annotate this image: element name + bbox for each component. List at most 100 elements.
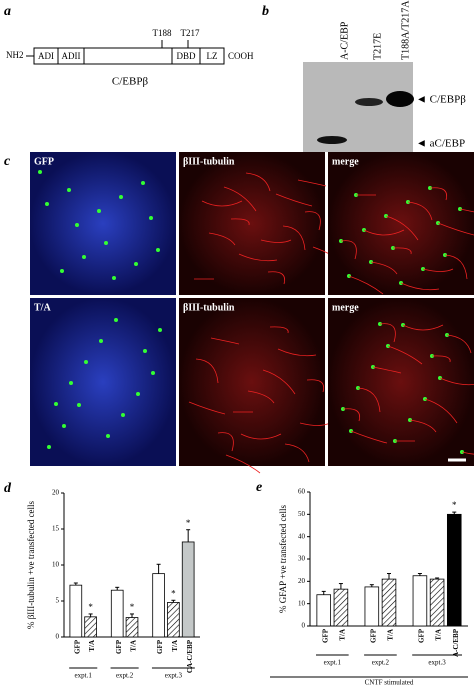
- neurite: [461, 451, 474, 455]
- cell: [158, 328, 162, 332]
- micrograph: [179, 152, 325, 295]
- panel-label: b: [262, 4, 269, 19]
- bar: [110, 589, 124, 638]
- lane-label: T217E: [372, 33, 383, 60]
- significance: *: [186, 518, 191, 528]
- site-label: T217: [181, 28, 200, 38]
- cell: [47, 445, 51, 449]
- neurite: [348, 275, 384, 295]
- micrograph: [30, 152, 176, 295]
- micrograph: [328, 152, 474, 295]
- y-tick-label: 30: [298, 555, 306, 563]
- neurite: [340, 240, 357, 260]
- x-tick-label: GFP: [321, 628, 329, 643]
- x-tick-label: GFP: [369, 628, 377, 643]
- cell: [143, 349, 147, 353]
- neurite: [282, 225, 306, 251]
- significance: *: [130, 602, 135, 612]
- lane-label: T188A/T217A: [400, 0, 411, 60]
- neurite: [342, 408, 361, 422]
- cell: [112, 276, 116, 280]
- panel-label: a: [4, 4, 11, 19]
- group-label: expt.1: [324, 659, 342, 667]
- cell: [38, 170, 42, 174]
- image-label: T/A: [34, 302, 51, 313]
- x-tick-label: A-C/EBP: [452, 628, 460, 657]
- image-label: βIII-tubulin: [183, 156, 235, 167]
- y-tick-label: 0: [302, 622, 306, 630]
- cell: [114, 318, 118, 322]
- neurite: [439, 377, 474, 386]
- panel-label: d: [4, 481, 12, 496]
- cell: [106, 434, 110, 438]
- cell: [141, 181, 145, 185]
- neurite: [350, 430, 388, 444]
- neurite: [297, 179, 327, 187]
- neurite: [284, 443, 310, 463]
- bar: [381, 578, 397, 627]
- bar: [69, 584, 83, 638]
- neurite: [201, 200, 243, 207]
- neurite: [245, 172, 271, 192]
- y-axis-label: % GFAP +ve transfected cells: [278, 504, 288, 613]
- x-tick-label: GFP: [115, 639, 123, 654]
- neurite: [275, 193, 313, 207]
- cell: [62, 424, 66, 428]
- group-label: expt.2: [116, 672, 134, 680]
- neurite: [195, 358, 219, 384]
- x-tick-label: T/A: [88, 640, 96, 652]
- micrographs: GFP βIII-tubulin merge T/A βIII-tubulin merge: [30, 152, 474, 474]
- bar: [125, 617, 139, 638]
- neurite: [400, 282, 440, 291]
- bar: [181, 541, 195, 638]
- band-label: ◄ C/EBPβ: [416, 94, 466, 106]
- neurite: [188, 401, 226, 415]
- y-tick-label: 60: [298, 488, 306, 496]
- y-tick-label: 20: [298, 577, 306, 585]
- x-tick-label: GFP: [73, 639, 81, 654]
- neurite: [444, 254, 468, 280]
- domain-label: LZ: [207, 51, 218, 61]
- neurite: [385, 215, 419, 241]
- band: [355, 98, 383, 106]
- cell: [156, 248, 160, 252]
- panel-label: e: [256, 480, 262, 495]
- y-axis-label: % βIII-tubulin +ve transfected cells: [26, 500, 36, 629]
- x-tick-label: T/A: [435, 629, 443, 641]
- image-label: βIII-tubulin: [183, 302, 235, 313]
- cell: [119, 195, 123, 199]
- site-label: T188: [153, 28, 172, 38]
- x-tick-label: T/A: [171, 640, 179, 652]
- y-tick-label: 50: [298, 510, 306, 518]
- y-tick-label: 15: [52, 525, 60, 533]
- bar: [364, 586, 380, 627]
- neurite: [392, 247, 412, 255]
- cell: [104, 241, 108, 245]
- bar: [167, 602, 180, 638]
- footer: CNTF stimulated: [365, 679, 414, 686]
- neurite: [357, 387, 381, 413]
- cell: [151, 371, 155, 375]
- neurite: [429, 187, 448, 201]
- cell: [121, 413, 125, 417]
- group-label: expt.2: [372, 659, 390, 667]
- cell: [69, 381, 73, 385]
- y-tick-label: 10: [52, 561, 60, 569]
- bar: [333, 588, 349, 627]
- band: [386, 91, 414, 107]
- cell: [67, 188, 71, 192]
- domain: [57, 47, 85, 65]
- neurite: [387, 345, 423, 365]
- bar: [446, 513, 462, 627]
- significance: *: [452, 500, 457, 510]
- c-term: COOH: [228, 51, 254, 61]
- bar: [152, 573, 165, 638]
- cell: [60, 269, 64, 273]
- neurite: [372, 366, 402, 374]
- cell: [134, 262, 138, 266]
- neurite: [363, 229, 405, 236]
- neurite: [267, 271, 286, 285]
- neurite: [260, 239, 292, 243]
- domain-label: DBD: [176, 51, 196, 61]
- cell: [54, 402, 58, 406]
